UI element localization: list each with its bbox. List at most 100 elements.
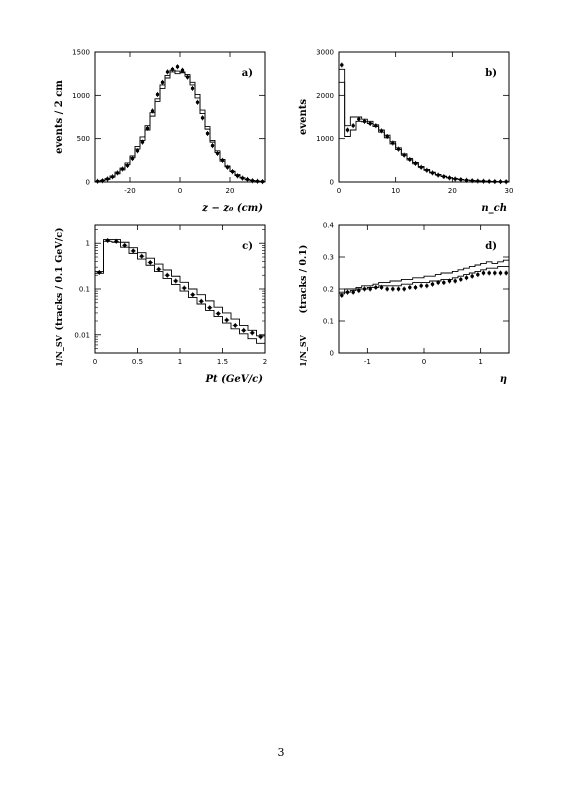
data-point xyxy=(120,167,125,171)
panel-label: c) xyxy=(242,241,253,252)
data-point xyxy=(419,165,423,169)
data-point xyxy=(225,318,229,322)
data-point xyxy=(130,156,135,161)
x-axis-label: Pt (GeV/c) xyxy=(205,374,264,385)
y-tick-label: 500 xyxy=(77,135,90,143)
data-point xyxy=(442,174,446,179)
data-point xyxy=(368,287,372,291)
x-axis-label: z − z₀ (cm) xyxy=(201,203,263,214)
data-point xyxy=(413,285,418,290)
data-point xyxy=(470,179,474,183)
data-point xyxy=(242,328,246,333)
data-point xyxy=(131,249,135,253)
data-point xyxy=(174,279,178,283)
data-point xyxy=(233,323,237,328)
data-point xyxy=(425,284,429,288)
data-point xyxy=(235,174,240,178)
x-tick-label: 0 xyxy=(178,187,182,195)
data-point xyxy=(368,121,372,126)
data-point xyxy=(155,92,160,97)
data-point xyxy=(379,129,384,133)
data-point xyxy=(453,279,457,283)
data-points xyxy=(96,237,264,340)
data-point xyxy=(436,280,440,285)
x-tick-label: 30 xyxy=(505,187,514,195)
data-point xyxy=(250,179,255,183)
data-point xyxy=(165,70,170,74)
panel-a: -20 0 20 0 500 1000 1500 a) z − z₀ (cm) events / … xyxy=(54,49,266,214)
data-point xyxy=(396,147,401,151)
data-point xyxy=(425,168,429,172)
y-axis-label-group: events / 2 cm xyxy=(54,80,65,154)
data-point xyxy=(374,285,378,290)
data-point xyxy=(205,131,210,136)
data-point xyxy=(125,163,130,168)
data-point xyxy=(195,100,200,104)
panel-d: -1 0 1 0 0.1 0.2 0.3 0.4 d) η 1/N_SV (tracks / 0.1) xyxy=(298,222,510,385)
data-point xyxy=(413,161,418,166)
data-point xyxy=(95,179,100,184)
data-point xyxy=(182,286,186,290)
y-tick-label: 1 xyxy=(86,240,90,248)
data-point xyxy=(408,157,412,162)
data-point xyxy=(504,271,508,275)
data-point xyxy=(391,287,395,291)
data-point xyxy=(148,260,152,265)
y-axis-label-prefix: 1/N_SV xyxy=(54,334,64,367)
x-axis-label: n_ch xyxy=(481,203,507,214)
data-point xyxy=(165,273,169,277)
x-tick-label: 1 xyxy=(478,358,482,366)
data-point xyxy=(374,123,378,128)
data-point xyxy=(208,306,212,310)
data-point xyxy=(106,238,110,243)
data-point xyxy=(191,293,195,297)
data-point xyxy=(391,141,395,145)
data-point xyxy=(97,270,101,275)
y-tick-label: 0.1 xyxy=(323,318,334,326)
data-points xyxy=(340,62,508,185)
data-point xyxy=(459,177,463,182)
data-point xyxy=(199,299,203,303)
data-point xyxy=(493,271,497,275)
data-point xyxy=(260,179,265,184)
data-point xyxy=(259,335,263,339)
data-point xyxy=(396,287,401,291)
y-axis-label: events xyxy=(298,99,309,135)
data-point xyxy=(216,311,220,316)
y-axis-label: events / 2 cm xyxy=(54,80,65,154)
data-point xyxy=(498,271,503,275)
y-axis-label-group: events xyxy=(298,99,309,135)
y-tick-label: 0.01 xyxy=(74,331,90,339)
data-point xyxy=(402,153,406,157)
x-tick-label: -20 xyxy=(124,187,135,195)
y-axis-label-group: 1/N_SV (tracks / 0.1) xyxy=(298,245,309,367)
data-point xyxy=(180,68,185,72)
data-point xyxy=(110,175,115,179)
y-tick-label: 3000 xyxy=(316,49,334,57)
histogram-series-1 xyxy=(94,71,266,183)
x-axis-label: η xyxy=(500,374,507,385)
data-point xyxy=(459,277,463,282)
y-tick-label: 0 xyxy=(330,350,334,358)
x-tick-label: 1.5 xyxy=(217,358,228,366)
data-point xyxy=(362,119,367,124)
x-tick-label: 10 xyxy=(391,187,400,195)
data-point xyxy=(340,63,344,67)
data-point xyxy=(379,285,384,290)
data-point xyxy=(245,177,250,182)
data-point xyxy=(408,285,412,290)
data-point xyxy=(447,279,452,283)
data-point xyxy=(225,165,230,169)
data-point xyxy=(493,179,497,184)
x-tick-label: 0 xyxy=(93,358,97,366)
panel-c: 0 0.5 1 1.5 2 0.01 0.1 1 c) Pt (GeV/c) 1/N_SV (trac… xyxy=(54,224,267,385)
data-point xyxy=(135,149,140,153)
data-point xyxy=(210,143,215,148)
data-points xyxy=(95,64,265,185)
data-point xyxy=(230,169,235,174)
histogram-series-1 xyxy=(338,266,510,353)
histogram-series-2 xyxy=(94,239,266,353)
x-tick-label: 0 xyxy=(422,358,426,366)
data-point xyxy=(498,179,503,184)
y-tick-label: 1500 xyxy=(72,49,90,57)
